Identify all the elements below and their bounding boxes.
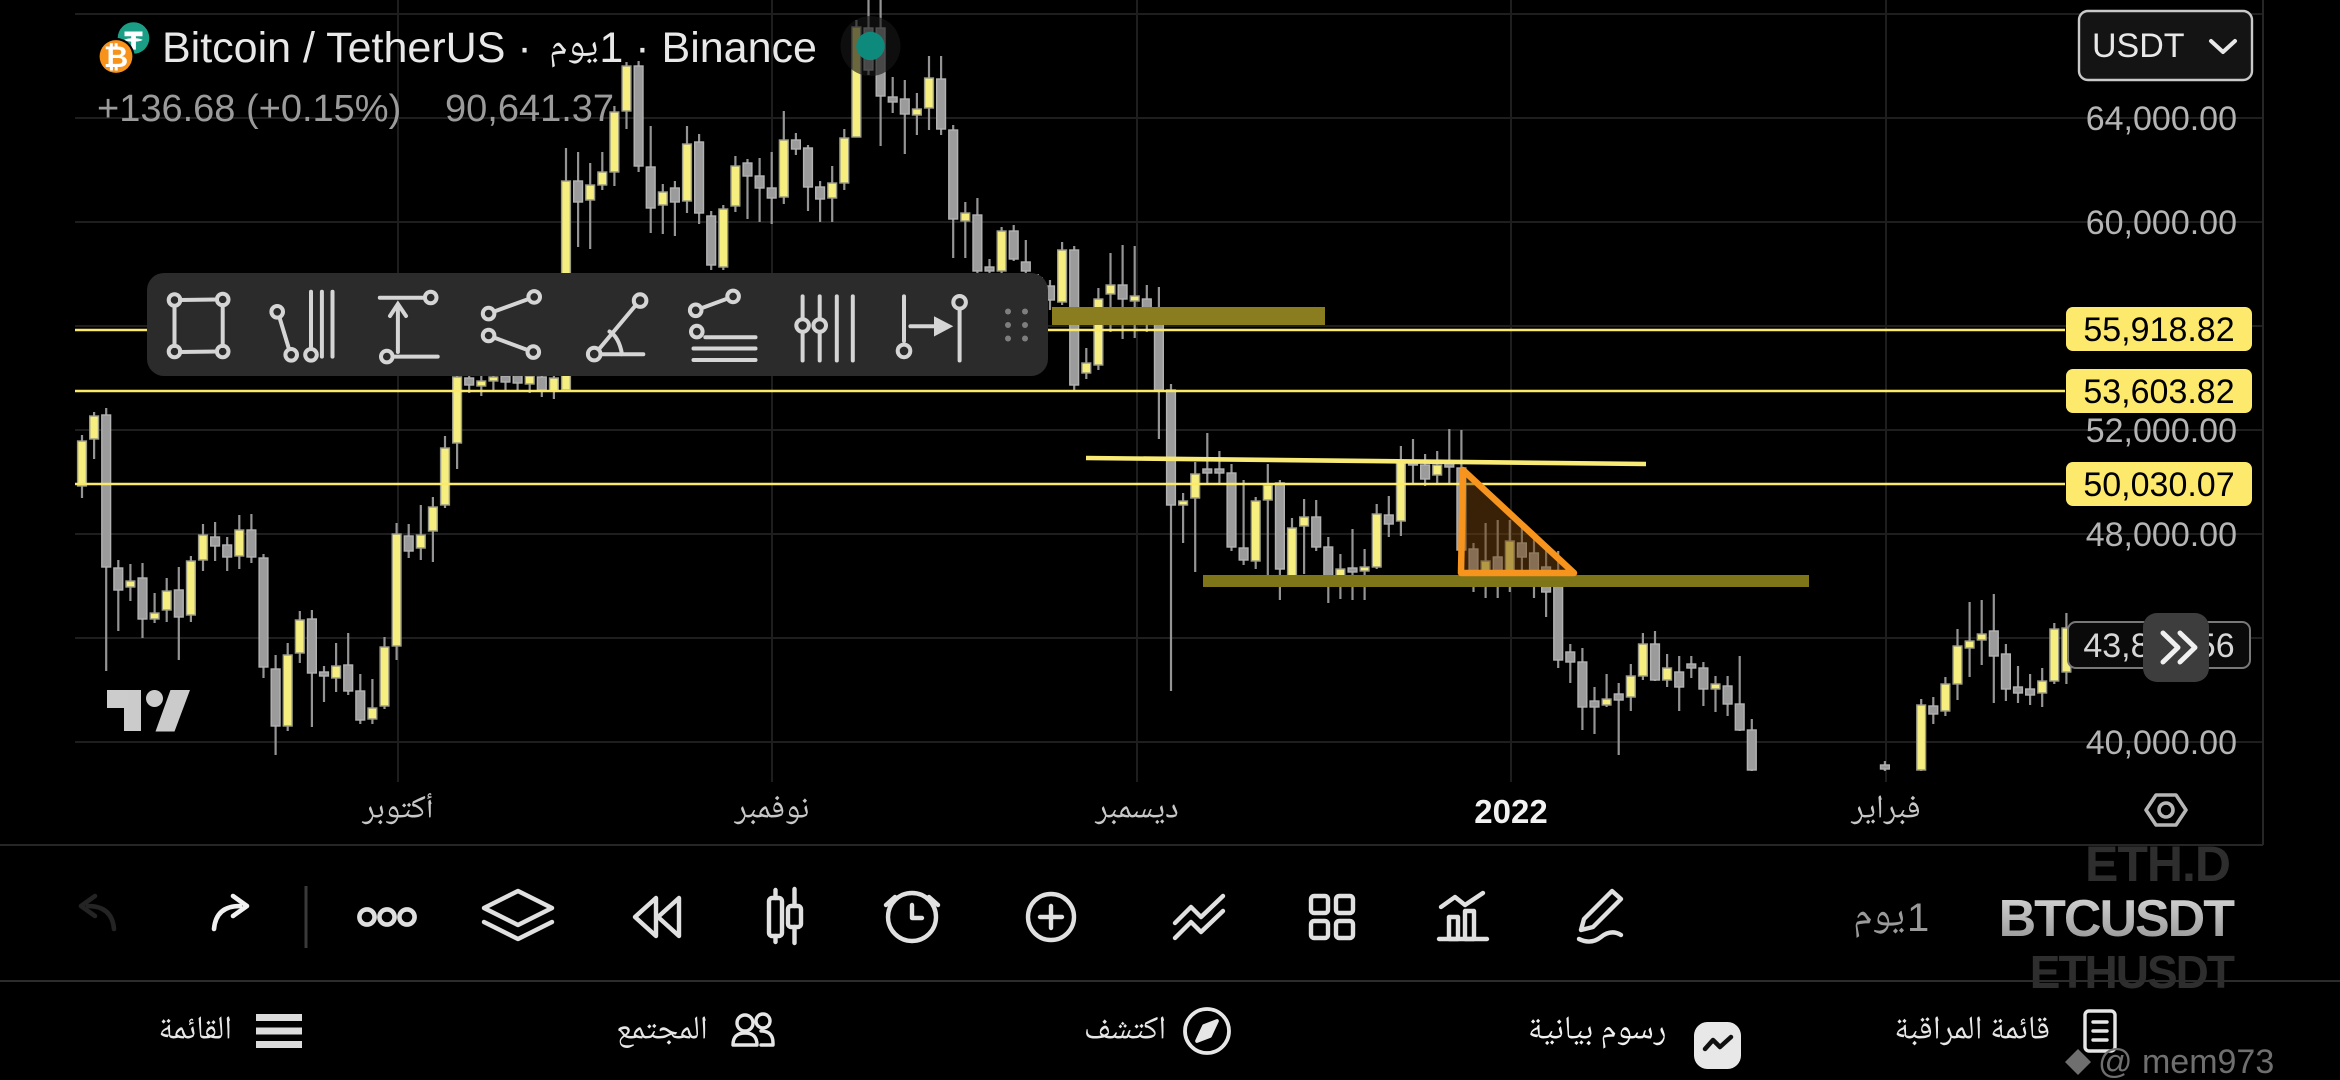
svg-text:1: 1	[1907, 896, 1929, 940]
svg-text:ETH.D: ETH.D	[2085, 836, 2230, 892]
svg-text:48,000.00: 48,000.00	[2086, 516, 2237, 554]
svg-text:Bitcoin / TetherUS ·: Bitcoin / TetherUS ·	[162, 24, 532, 72]
svg-text:53,603.82: 53,603.82	[2083, 373, 2234, 411]
svg-text:₿: ₿	[104, 41, 128, 74]
svg-text:50,030.07: 50,030.07	[2083, 466, 2234, 504]
svg-text:55,918.82: 55,918.82	[2083, 311, 2234, 349]
svg-text:BTCUSDT: BTCUSDT	[1999, 890, 2236, 948]
svg-text:52,000.00: 52,000.00	[2086, 412, 2237, 450]
svg-text:40,000.00: 40,000.00	[2086, 724, 2237, 762]
svg-text:+136.68 (+0.15%): +136.68 (+0.15%)	[97, 88, 401, 130]
svg-text:64,000.00: 64,000.00	[2086, 100, 2237, 138]
svg-text:@ mem973: @ mem973	[2098, 1043, 2274, 1080]
svg-text:1 · Binance: 1 · Binance	[599, 24, 817, 72]
svg-text:60,000.00: 60,000.00	[2086, 204, 2237, 242]
svg-text:2022: 2022	[1474, 793, 1547, 830]
svg-text:90,641.37: 90,641.37	[445, 88, 614, 130]
svg-text:ETHUSDT: ETHUSDT	[2030, 946, 2235, 998]
svg-text:USDT: USDT	[2092, 27, 2185, 65]
